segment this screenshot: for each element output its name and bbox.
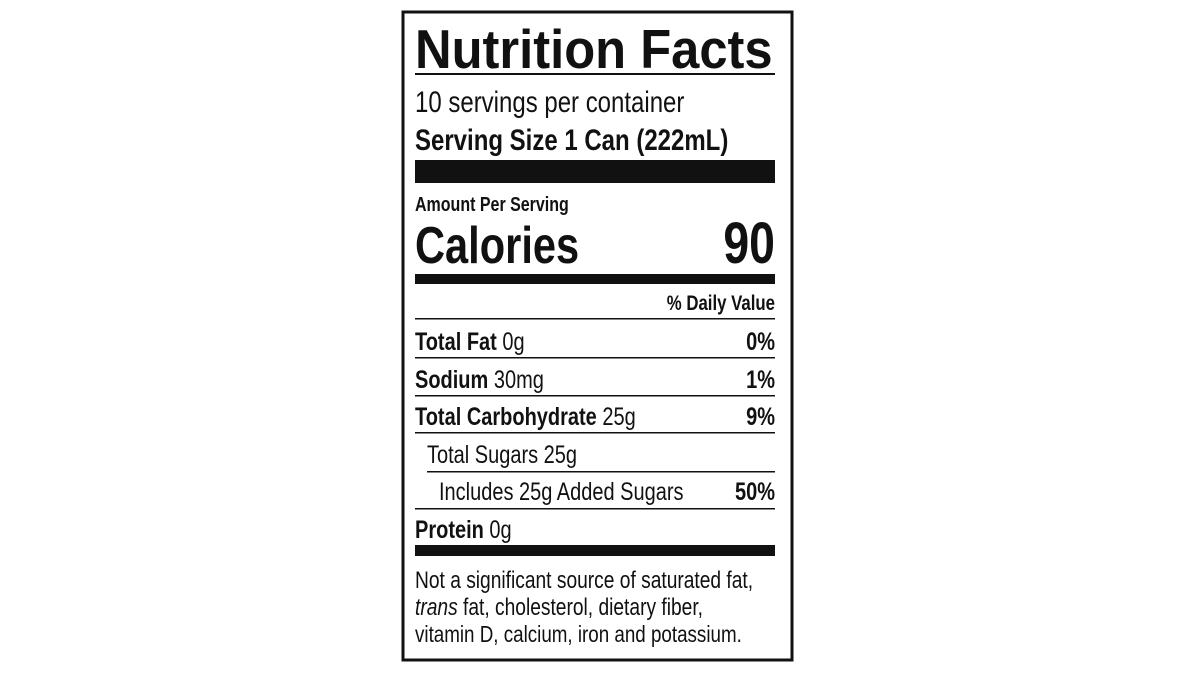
nutrient-dv: 9% [746,403,775,431]
nutrient-name: Total Fat [415,328,497,356]
servings: 10 servings per container [415,84,684,118]
medium-bar [415,545,775,556]
nutrient-name: Protein [415,516,484,544]
footnote-line: trans fat, cholesterol, dietary fiber, [415,593,703,621]
serving-size: Serving Size 1 Can (222mL) [415,122,728,156]
rule [415,318,775,320]
nutrient-row: Total Carbohydrate 25g [415,403,636,431]
nutrient-row: Protein 0g [415,516,512,544]
footnote-italic: trans [415,593,458,621]
nutrient-name: Includes 25g Added Sugars [439,478,683,506]
daily-value-header: % Daily Value [667,292,775,315]
nutrient-amount: 25g [544,441,577,469]
rule [415,73,775,75]
nutrient-row: Total Sugars 25g [427,441,577,469]
medium-bar [415,274,775,284]
nutrient-dv: 50% [735,478,775,506]
calories-label: Calories [415,216,579,275]
nutrient-amount: 25g [602,403,635,431]
nutrient-row: Sodium 30mg [415,366,544,394]
rule [415,508,775,510]
rule [415,432,775,434]
nutrient-name: Total Carbohydrate [415,403,597,431]
title: Nutrition Facts [415,18,773,80]
footnote-line: Not a significant source of saturated fa… [415,566,753,594]
calories-value: 90 [723,211,775,276]
amount-per-serving: Amount Per Serving [415,193,569,215]
footnote-line: vitamin D, calcium, iron and potassium. [415,621,742,648]
footnote-text: fat, cholesterol, dietary fiber, [463,593,703,621]
label-content: Nutrition Facts 10 servings per containe… [415,18,775,648]
rule [427,471,775,473]
thick-bar [415,160,775,183]
nutrient-amount: 0g [502,328,524,356]
rule [415,357,775,359]
nutrient-dv: 0% [746,328,775,356]
nutrient-name: Total Sugars [427,441,538,469]
nutrient-amount: 30mg [494,366,544,394]
rule [415,395,775,397]
nutrient-dv: 1% [746,366,775,394]
nutrient-row: Total Fat 0g [415,328,525,356]
nutrient-name: Sodium [415,366,488,394]
nutrient-amount: 0g [489,516,511,544]
